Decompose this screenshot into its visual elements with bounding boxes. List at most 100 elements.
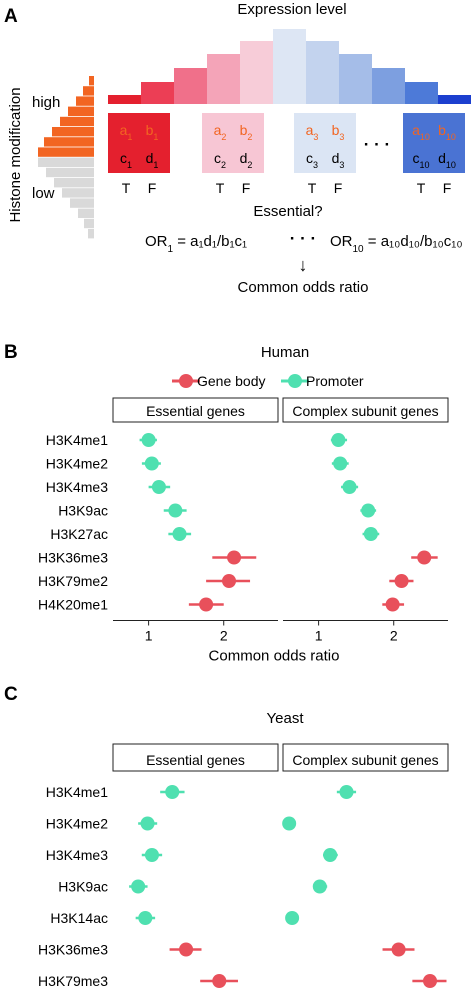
- data-point: [141, 433, 156, 447]
- histone-bar: [68, 106, 94, 116]
- legend-label: Promoter: [306, 373, 364, 389]
- or10-formula: OR10 = a₁₀d₁₀/b₁₀c₁₀: [330, 233, 463, 255]
- histone-modification-label: Histone modification: [7, 87, 24, 222]
- cell-d: d10: [438, 150, 456, 170]
- data-point: [227, 550, 242, 565]
- data-point: [342, 480, 357, 494]
- data-point: [323, 848, 338, 862]
- facet-title: Complex subunit genes: [292, 752, 438, 768]
- category-label: H3K14ac: [50, 910, 108, 926]
- cell-b: b2: [240, 122, 253, 142]
- histone-bar: [62, 188, 94, 198]
- facet-title: Essential genes: [146, 752, 245, 768]
- data-point: [417, 550, 432, 565]
- histone-high-label: high: [32, 94, 60, 111]
- facet-strip: [282, 397, 449, 423]
- histone-bar: [78, 208, 94, 218]
- table-box: [294, 113, 356, 173]
- expression-bar: [207, 54, 240, 104]
- facet-strip: [282, 743, 449, 772]
- t-label: T: [216, 180, 225, 196]
- data-point: [138, 911, 153, 925]
- facet-title: Complex subunit genes: [292, 403, 438, 419]
- category-label: H3K79me2: [38, 573, 108, 589]
- data-point: [285, 911, 300, 925]
- t-label: T: [308, 180, 317, 196]
- histone-bar: [46, 167, 94, 178]
- data-point: [165, 785, 180, 799]
- expression-level-title: Expression level: [237, 1, 346, 18]
- or1-formula: OR1 = a₁d₁/b₁c₁: [145, 233, 247, 255]
- facet-strip: [112, 397, 279, 423]
- expression-bar: [108, 95, 141, 104]
- cell-c: c1: [120, 150, 132, 170]
- category-label: H3K4me2: [46, 456, 108, 472]
- data-point: [144, 456, 159, 471]
- data-point: [199, 597, 214, 612]
- t-label: T: [122, 180, 131, 196]
- table-box: [108, 113, 170, 173]
- histone-bar: [88, 229, 94, 239]
- category-label: H3K9ac: [58, 503, 108, 519]
- data-point: [282, 816, 297, 831]
- histone-bar: [38, 147, 94, 157]
- f-label: F: [242, 180, 251, 196]
- data-point: [179, 942, 194, 957]
- legend-marker: [288, 374, 302, 388]
- contingency-table: a10 b10 c10 d10: [403, 113, 465, 173]
- x-tick-label: 2: [390, 628, 398, 644]
- yeast-chart: C Yeast H3K4me1 H3K4me2 H3K4me3 H3K9ac H3K14ac…: [4, 684, 449, 989]
- tables-ellipsis: · · ·: [364, 135, 390, 154]
- facet-title: Essential genes: [146, 403, 245, 419]
- f-label: F: [334, 180, 343, 196]
- x-tick-label: 1: [315, 628, 323, 644]
- data-point: [339, 785, 354, 799]
- x-tick-label: 1: [145, 628, 153, 644]
- category-label: H3K9ac: [58, 879, 108, 895]
- chart-title: Yeast: [267, 710, 305, 727]
- expression-bar: [438, 95, 471, 104]
- data-point: [312, 879, 327, 894]
- contingency-table: a3 b3 c3 d3: [294, 113, 356, 173]
- cell-b: b10: [438, 122, 456, 142]
- data-point: [331, 433, 346, 447]
- data-point: [333, 456, 348, 471]
- legend-label: Gene body: [197, 373, 266, 389]
- t-label: T: [417, 180, 426, 196]
- expression-bars: [108, 29, 471, 104]
- category-label: H3K79me3: [38, 973, 108, 989]
- data-point: [212, 974, 227, 988]
- expression-bar: [240, 41, 273, 104]
- histone-bar: [38, 157, 94, 167]
- histone-bar: [60, 116, 94, 127]
- f-label: F: [443, 180, 452, 196]
- panel-letter: B: [4, 342, 18, 363]
- histone-bar: [54, 178, 94, 188]
- cell-c: c10: [412, 150, 429, 170]
- cell-a: a2: [214, 122, 227, 142]
- data-point: [131, 879, 146, 894]
- expression-bar: [174, 68, 207, 104]
- data-point: [423, 974, 438, 988]
- category-label: H3K36me3: [38, 550, 108, 566]
- expression-bar: [372, 68, 405, 104]
- panel-letter: C: [4, 684, 18, 705]
- x-axis-label: Common odds ratio: [209, 648, 340, 665]
- expression-bar: [339, 54, 372, 104]
- essential-question: Essential?: [253, 203, 322, 220]
- histone-bar: [76, 96, 94, 106]
- histone-bar: [70, 198, 94, 208]
- data-point: [140, 816, 155, 831]
- category-label: H3K4me2: [46, 816, 108, 832]
- category-label: H3K4me3: [46, 479, 108, 495]
- cell-b: b1: [146, 122, 159, 142]
- histone-bar: [84, 218, 94, 229]
- expression-bar: [141, 82, 174, 104]
- x-tick-label: 2: [220, 628, 228, 644]
- common-odds-ratio-label: Common odds ratio: [238, 279, 369, 296]
- data-point: [168, 503, 183, 518]
- cell-d: d1: [146, 150, 159, 170]
- data-point: [151, 480, 166, 494]
- expression-bar: [273, 29, 306, 104]
